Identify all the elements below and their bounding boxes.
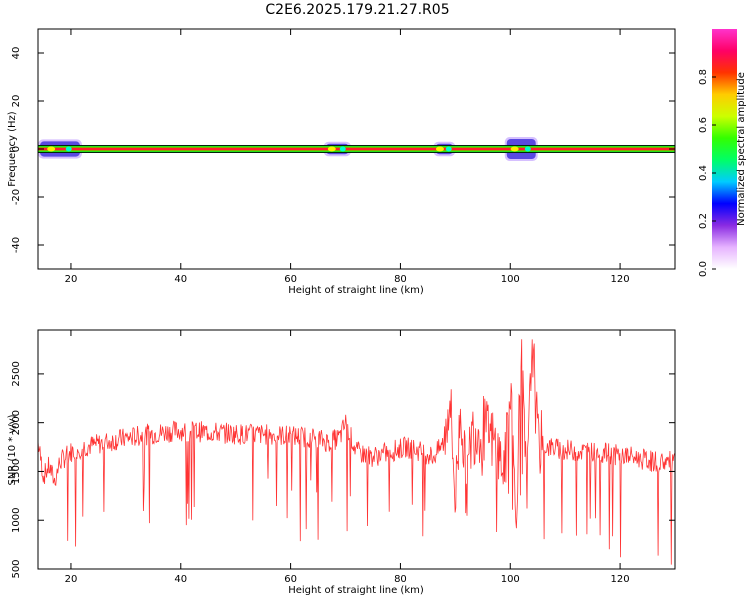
colorbar-label: Normalized spectral amplitude xyxy=(736,72,747,226)
colorbar-tick-label: 0.0 xyxy=(698,261,709,277)
colorbar-tick-label: 0.6 xyxy=(698,117,709,133)
spectrogram-hotspot xyxy=(339,146,346,152)
spectrogram-ytick-label: 0 xyxy=(11,146,22,152)
snr-xtick-label: 40 xyxy=(174,574,187,585)
snr-frame xyxy=(37,329,676,570)
spectrogram-xtick-label: 60 xyxy=(284,274,297,285)
colorbar-ticks: 0.0 0.2 0.4 0.6 0.8 xyxy=(698,69,716,277)
spectrogram-hotspot xyxy=(327,146,336,152)
snr-xtick-label: 20 xyxy=(65,574,78,585)
chart-title: C2E6.2025.179.21.27.R05 xyxy=(265,2,450,18)
snr-panel: 20 40 60 80 100 120 500 1000 1500 2000 2500 Height… xyxy=(7,329,676,596)
snr-marks xyxy=(38,339,675,565)
snr-series-line xyxy=(38,339,675,565)
snr-xtick-label: 80 xyxy=(394,574,407,585)
spectrogram-xtick-label: 120 xyxy=(611,274,630,285)
colorbar-tick-label: 0.2 xyxy=(698,213,709,229)
spectrogram-band xyxy=(37,144,676,153)
snr-ytick-label: 2500 xyxy=(11,361,22,386)
snr-xlabel: Height of straight line (km) xyxy=(288,585,424,596)
spectrogram-hotspot xyxy=(524,146,531,152)
snr-ticks: 20 40 60 80 100 120 500 1000 1500 2000 2500 xyxy=(11,330,675,585)
colorbar-tick-label: 0.4 xyxy=(698,165,709,181)
spectrogram-ytick-label: -20 xyxy=(11,189,22,205)
spectrogram-xtick-label: 40 xyxy=(174,274,187,285)
colorbar: 0.0 0.2 0.4 0.6 0.8 Normalized spectral ampl… xyxy=(698,29,747,277)
snr-ytick-label: 2000 xyxy=(11,410,22,435)
spectrogram-ytick-label: 20 xyxy=(11,95,22,108)
spectrogram-panel: 20 40 60 80 100 120 -40 -20 0 20 40 Height of stra… xyxy=(7,28,676,296)
spectrogram-xtick-label: 20 xyxy=(65,274,78,285)
spectrogram-hotspot xyxy=(510,146,519,152)
spectrogram-ticks: 20 40 60 80 100 120 -40 -20 0 20 40 xyxy=(11,29,675,285)
snr-ytick-label: 1000 xyxy=(11,507,22,532)
spectrogram-xtick-label: 100 xyxy=(501,274,520,285)
snr-ytick-label: 1500 xyxy=(11,459,22,484)
colorbar-bar xyxy=(712,29,737,269)
colorbar-tick-label: 0.8 xyxy=(698,69,709,85)
spectrogram-hotspot xyxy=(47,146,56,152)
spectrogram-hotspot xyxy=(435,146,444,152)
spectrogram-xlabel: Height of straight line (km) xyxy=(288,285,424,296)
spectrogram-hotspot xyxy=(445,146,452,152)
snr-ytick-label: 500 xyxy=(11,559,22,578)
spectrogram-marks xyxy=(37,137,676,161)
snr-xtick-label: 120 xyxy=(611,574,630,585)
snr-xtick-label: 100 xyxy=(501,574,520,585)
snr-xtick-label: 60 xyxy=(284,574,297,585)
spectrogram-xtick-label: 80 xyxy=(394,274,407,285)
spectrogram-ytick-label: 40 xyxy=(11,47,22,60)
spectrogram-ytick-label: -40 xyxy=(11,237,22,253)
snr-ylabel: SNR (10 * v/v) xyxy=(7,414,18,485)
spectrogram-hotspot xyxy=(65,146,72,152)
spectrogram-ylabel: Frequency (Hz) xyxy=(7,111,18,187)
